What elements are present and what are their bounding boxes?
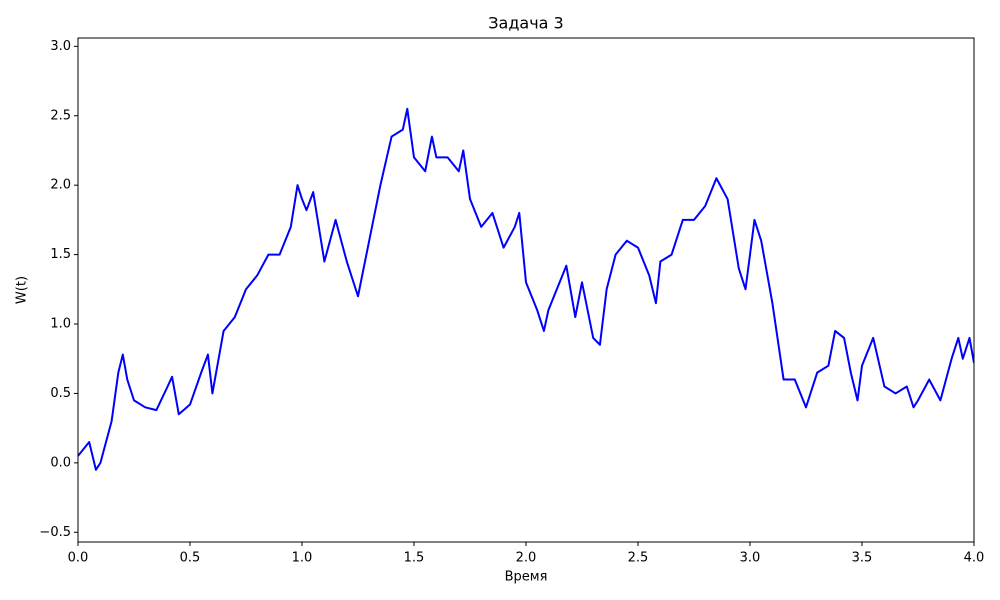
data-line (78, 107, 974, 471)
x-tick-label: 3.0 (740, 551, 761, 566)
y-tick-label: 2.0 (50, 178, 71, 193)
plot-frame (77, 37, 975, 543)
y-axis-label: W(t) (15, 276, 30, 304)
y-tick-label: 3.0 (50, 39, 71, 54)
y-tick-label: 2.5 (50, 108, 71, 123)
x-tick-label: 1.0 (292, 551, 313, 566)
y-tick-label: 1.5 (50, 247, 71, 262)
x-tick-label: 2.0 (516, 551, 537, 566)
x-tick-label: 0.0 (68, 551, 89, 566)
x-tick-label: 1.5 (404, 551, 425, 566)
y-tick-label: 0.0 (50, 455, 71, 470)
x-tick-label: 2.5 (628, 551, 649, 566)
x-tick-label: 4.0 (964, 551, 985, 566)
x-tick-label: 0.5 (180, 551, 201, 566)
chart-title: Задача 3 (488, 14, 563, 33)
y-tick-label: −0.5 (39, 525, 71, 540)
x-tick-label: 3.5 (852, 551, 873, 566)
y-tick-label: 0.5 (50, 386, 71, 401)
x-axis-label: Время (505, 570, 548, 585)
y-tick-label: 1.0 (50, 317, 71, 332)
